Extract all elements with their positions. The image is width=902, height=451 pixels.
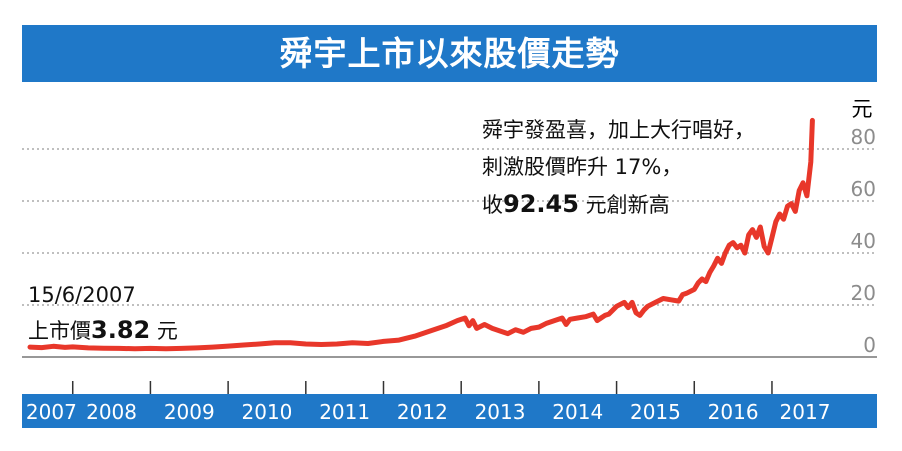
grid-lines [22,148,877,358]
listing-price-prefix: 上市價 [28,319,91,343]
y-tick-label-40: 40 [851,229,876,253]
year-label-2008: 2008 [86,400,137,424]
annotation-right-prefix: 收 [482,193,503,217]
annotation-right-line1: 舜宇發盈喜，加上大行唱好， [482,118,755,142]
year-label-2017: 2017 [780,400,831,424]
year-label-2010: 2010 [242,400,293,424]
year-label-2009: 2009 [164,400,215,424]
year-label-2011: 2011 [319,400,370,424]
y-tick-label-60: 60 [851,177,876,201]
annotation-right-line2: 刺激股價昨升 17%， [482,155,683,179]
listing-price-value: 3.82 [91,316,151,344]
annotation-right-suffix: 元創新高 [578,193,670,217]
y-axis-unit: 元 [852,97,873,121]
x-year-ticks: 2007 2008 2009 2010 2011 2012 2013 2014 2015 2016… [26,381,831,424]
x-axis-bar [22,394,877,428]
listing-price-line: 上市價3.82 元 [28,313,178,349]
annotation-right-line3: 收92.45 元創新高 [482,186,755,224]
y-tick-label-20: 20 [851,281,876,305]
year-label-2014: 2014 [552,400,603,424]
annotation-left: 15/6/2007 上市價3.82 元 [28,278,178,349]
year-label-2013: 2013 [475,400,526,424]
year-label-2012: 2012 [397,400,448,424]
listing-date: 15/6/2007 [28,283,136,307]
year-label-2015: 2015 [630,400,681,424]
y-tick-label-0: 0 [863,333,876,357]
year-label-2007: 2007 [26,400,77,424]
year-label-2016: 2016 [708,400,759,424]
y-tick-label-80: 80 [851,125,876,149]
high-price-value: 92.45 [503,190,579,218]
title-bar [22,25,877,82]
y-tick-labels: 0 20 40 60 80 [851,125,876,357]
annotation-right: 舜宇發盈喜，加上大行唱好， 刺激股價昨升 17%， 收92.45 元創新高 [482,112,755,224]
price-series-line [27,117,815,352]
listing-price-suffix: 元 [150,319,178,343]
chart-title: 舜宇上市以來股價走勢 [279,34,620,73]
